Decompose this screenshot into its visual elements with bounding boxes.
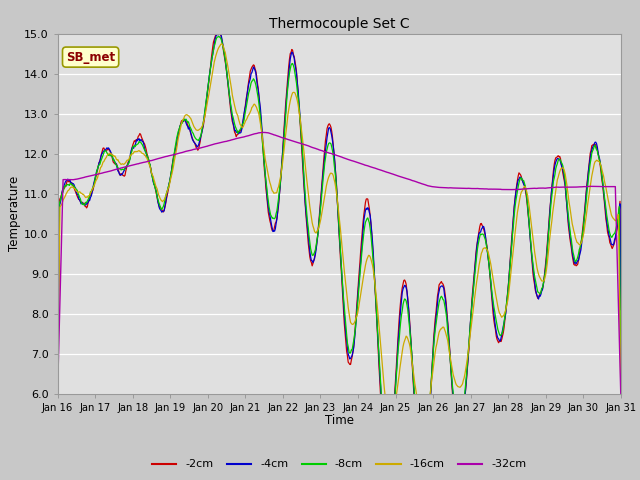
-4cm xyxy=(209,51,216,57)
-8cm xyxy=(179,118,187,124)
-16cm xyxy=(426,396,433,402)
-2cm xyxy=(617,304,625,310)
-16cm xyxy=(54,389,61,395)
-32cm xyxy=(54,389,61,395)
Title: Thermocouple Set C: Thermocouple Set C xyxy=(269,17,410,31)
-4cm xyxy=(216,31,223,36)
-8cm xyxy=(64,181,72,187)
-8cm xyxy=(215,34,223,39)
-8cm xyxy=(54,376,61,382)
Text: SB_met: SB_met xyxy=(66,50,115,63)
X-axis label: Time: Time xyxy=(324,414,354,427)
-32cm xyxy=(64,177,72,182)
-4cm xyxy=(64,176,72,182)
Y-axis label: Temperature: Temperature xyxy=(8,176,21,251)
-2cm xyxy=(64,178,72,183)
-16cm xyxy=(179,117,187,122)
-16cm xyxy=(64,188,72,193)
-2cm xyxy=(209,45,216,50)
-32cm xyxy=(209,142,216,147)
-8cm xyxy=(122,164,129,170)
Line: -4cm: -4cm xyxy=(58,34,621,470)
-2cm xyxy=(408,366,416,372)
-16cm xyxy=(122,160,129,166)
Line: -2cm: -2cm xyxy=(58,31,621,475)
-16cm xyxy=(617,388,625,394)
-32cm xyxy=(179,149,187,155)
-32cm xyxy=(122,164,129,170)
-16cm xyxy=(421,419,429,424)
-2cm xyxy=(54,416,61,422)
-8cm xyxy=(209,52,216,58)
-32cm xyxy=(260,130,268,135)
-16cm xyxy=(408,362,416,368)
Line: -16cm: -16cm xyxy=(58,44,621,421)
-2cm xyxy=(426,406,433,411)
-32cm xyxy=(425,183,433,189)
Line: -32cm: -32cm xyxy=(58,132,621,395)
-4cm xyxy=(54,417,61,422)
-4cm xyxy=(122,165,129,171)
-16cm xyxy=(218,41,225,47)
-32cm xyxy=(617,392,625,398)
-8cm xyxy=(408,362,416,368)
-2cm xyxy=(419,472,426,478)
-2cm xyxy=(179,118,187,123)
Line: -8cm: -8cm xyxy=(58,36,621,456)
-32cm xyxy=(408,178,416,183)
-2cm xyxy=(122,168,129,174)
-4cm xyxy=(419,467,426,473)
-4cm xyxy=(426,410,433,416)
-8cm xyxy=(617,372,625,378)
-4cm xyxy=(617,307,625,312)
Legend: -2cm, -4cm, -8cm, -16cm, -32cm: -2cm, -4cm, -8cm, -16cm, -32cm xyxy=(147,455,531,474)
-16cm xyxy=(209,68,216,74)
-4cm xyxy=(179,119,187,124)
-2cm xyxy=(214,28,222,34)
-8cm xyxy=(419,454,426,459)
-8cm xyxy=(426,400,433,406)
-4cm xyxy=(408,361,416,367)
